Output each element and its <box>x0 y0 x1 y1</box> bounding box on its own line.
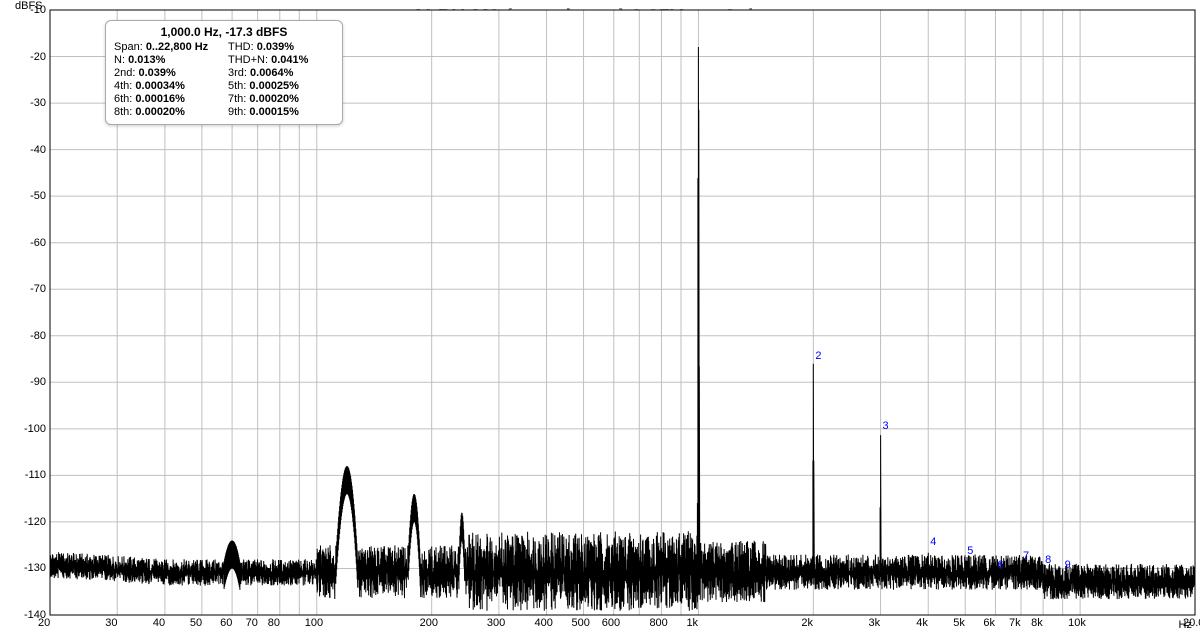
x-tick-label: 2k <box>801 617 813 629</box>
y-tick-label: -130 <box>6 562 46 574</box>
x-tick-label: 60 <box>220 617 232 629</box>
harmonic-label: 8 <box>1045 554 1051 566</box>
harmonic-label: 4 <box>930 536 936 548</box>
info-cell: 7th: 0.00020% <box>228 93 334 105</box>
x-tick-label: 1k <box>686 617 698 629</box>
x-tick-label: 500 <box>572 617 590 629</box>
y-tick-label: -120 <box>6 516 46 528</box>
harmonic-label: 5 <box>967 545 973 557</box>
y-tick-label: -70 <box>6 283 46 295</box>
info-cell: 4th: 0.00034% <box>114 80 220 92</box>
harmonic-label: 3 <box>883 420 889 432</box>
info-cell: 2nd: 0.039% <box>114 67 220 79</box>
info-cell: Span: 0..22,800 Hz <box>114 41 220 53</box>
x-tick-label: 7k <box>1009 617 1021 629</box>
info-cell: THD+N: 0.041% <box>228 54 334 66</box>
x-tick-label: 4k <box>916 617 928 629</box>
x-tick-label: 70 <box>246 617 258 629</box>
x-tick-label: 5k <box>953 617 965 629</box>
x-tick-label: 50 <box>190 617 202 629</box>
y-tick-label: -100 <box>6 423 46 435</box>
y-tick-label: -110 <box>6 469 46 481</box>
info-cell: 3rd: 0.0064% <box>228 67 334 79</box>
info-title: 1,000.0 Hz, -17.3 dBFS <box>114 25 334 39</box>
y-tick-label: -60 <box>6 237 46 249</box>
x-tick-label: 3k <box>869 617 881 629</box>
harmonic-label: 2 <box>815 350 821 362</box>
info-cell: N: 0.013% <box>114 54 220 66</box>
y-tick-label: -20 <box>6 51 46 63</box>
info-cell: THD: 0.039% <box>228 41 334 53</box>
x-tick-label: 6k <box>983 617 995 629</box>
y-tick-label: -80 <box>6 330 46 342</box>
x-tick-label: 10k <box>1068 617 1086 629</box>
measurement-info-box: 1,000.0 Hz, -17.3 dBFS Span: 0..22,800 H… <box>105 20 343 125</box>
y-tick-label: -30 <box>6 97 46 109</box>
x-tick-label: 100 <box>305 617 323 629</box>
info-cell: 9th: 0.00015% <box>228 106 334 118</box>
info-cell: 5th: 0.00025% <box>228 80 334 92</box>
x-axis-unit: Hz <box>1179 619 1192 631</box>
x-tick-label: 600 <box>602 617 620 629</box>
info-cell: 6th: 0.00016% <box>114 93 220 105</box>
harmonic-label: 7 <box>1023 550 1029 562</box>
x-tick-label: 20 <box>38 617 50 629</box>
y-tick-label: -40 <box>6 144 46 156</box>
y-tick-label: -90 <box>6 376 46 388</box>
harmonic-label: 9 <box>1065 559 1071 571</box>
x-tick-label: 80 <box>268 617 280 629</box>
x-tick-label: 30 <box>105 617 117 629</box>
x-tick-label: 300 <box>487 617 505 629</box>
y-tick-label: -50 <box>6 190 46 202</box>
info-cell: 8th: 0.00020% <box>114 106 220 118</box>
harmonic-label: 6 <box>997 559 1003 571</box>
x-tick-label: 400 <box>535 617 553 629</box>
x-tick-label: 8k <box>1031 617 1043 629</box>
spectrum-chart: ALPH-M2 (experiment) 2.85Vrms 8ohms dBFS… <box>0 0 1200 633</box>
x-tick-label: 40 <box>153 617 165 629</box>
x-tick-label: 200 <box>420 617 438 629</box>
x-tick-label: 800 <box>649 617 667 629</box>
y-tick-label: -10 <box>6 4 46 16</box>
